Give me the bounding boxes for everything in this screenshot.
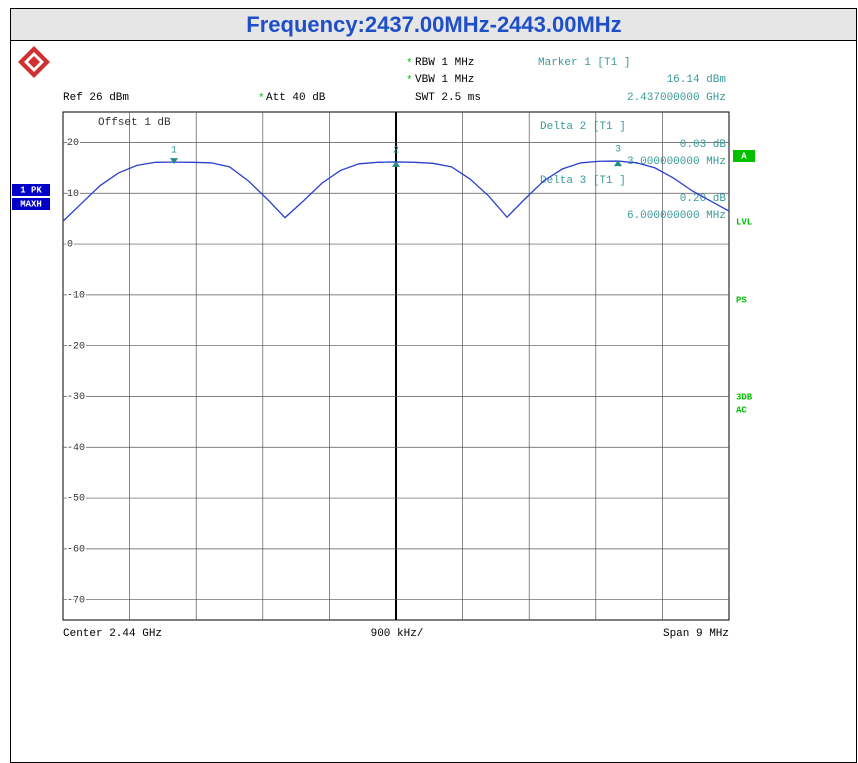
flag: * bbox=[258, 93, 265, 105]
y-tick-label: -60 bbox=[67, 545, 85, 556]
y-tick-label: -50 bbox=[67, 494, 85, 505]
status-box bbox=[733, 150, 755, 162]
marker-label: 3 bbox=[615, 145, 621, 156]
delta-freq: 3.000000000 MHz bbox=[627, 156, 726, 168]
marker-title: Marker 1 [T1 ] bbox=[538, 57, 630, 69]
trace-box bbox=[12, 184, 50, 196]
trace-box bbox=[12, 198, 50, 210]
y-tick-label: 10 bbox=[67, 189, 79, 200]
status-label: A bbox=[741, 151, 747, 161]
logo bbox=[18, 46, 50, 78]
status-label: LVL bbox=[736, 217, 752, 227]
y-tick-label: -10 bbox=[67, 291, 85, 302]
flag: * bbox=[406, 58, 413, 70]
title-bar bbox=[11, 9, 856, 40]
delta-title: Delta 2 [T1 ] bbox=[540, 121, 626, 133]
marker-label: 1 bbox=[171, 146, 177, 157]
rbw: RBW 1 MHz bbox=[415, 57, 474, 69]
y-tick-label: -40 bbox=[67, 443, 85, 454]
delta-level: 0.03 dB bbox=[680, 139, 727, 151]
status-label: PS bbox=[736, 295, 747, 305]
y-tick-label: -20 bbox=[67, 341, 85, 352]
marker-level: 16.14 dBm bbox=[667, 74, 727, 86]
y-tick-label: -30 bbox=[67, 392, 85, 403]
vbw: VBW 1 MHz bbox=[415, 74, 474, 86]
flag: * bbox=[406, 75, 413, 87]
title: Frequency:2437.00MHz-2443.00MHz bbox=[246, 12, 621, 37]
marker-freq: 2.437000000 GHz bbox=[627, 92, 726, 104]
trace-label: MAXH bbox=[20, 199, 42, 209]
swt: SWT 2.5 ms bbox=[415, 92, 481, 104]
marker bbox=[392, 160, 400, 167]
y-tick-label: 20 bbox=[67, 138, 79, 149]
marker-label: 2 bbox=[393, 146, 399, 157]
ref: Ref 26 dBm bbox=[63, 92, 129, 104]
marker bbox=[170, 158, 178, 165]
footer-span: Span 9 MHz bbox=[663, 628, 729, 640]
delta-title: Delta 3 [T1 ] bbox=[540, 175, 626, 187]
y-tick-label: -70 bbox=[67, 595, 85, 606]
att: Att 40 dB bbox=[266, 92, 326, 104]
marker bbox=[614, 160, 622, 167]
trace-label: 1 PK bbox=[20, 185, 42, 195]
footer-center: Center 2.44 GHz bbox=[63, 628, 162, 640]
status-label: AC bbox=[736, 405, 747, 415]
footer-div: 900 kHz/ bbox=[371, 628, 424, 640]
delta-level: 0.20 dB bbox=[680, 193, 727, 205]
delta-freq: 6.000000000 MHz bbox=[627, 210, 726, 222]
offset: Offset 1 dB bbox=[98, 117, 171, 129]
status-label: 3DB bbox=[736, 392, 753, 402]
y-tick-label: 0 bbox=[67, 240, 73, 251]
